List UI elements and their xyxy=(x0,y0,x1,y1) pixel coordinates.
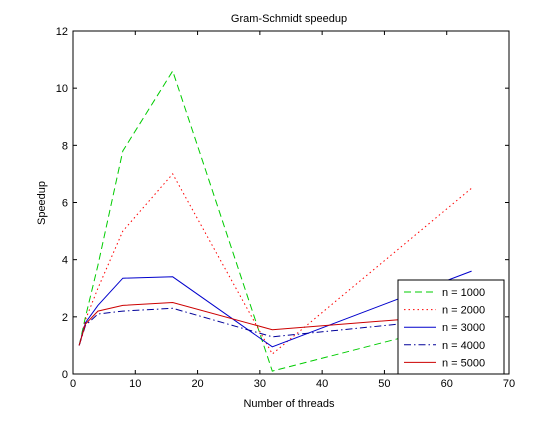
legend-label-1: n = 1000 xyxy=(442,287,485,299)
y-tick-label: 10 xyxy=(56,83,68,95)
x-tick-label: 70 xyxy=(503,378,515,390)
x-tick-label: 10 xyxy=(129,378,141,390)
legend-label-3: n = 3000 xyxy=(442,322,485,334)
y-tick-label: 0 xyxy=(62,369,68,381)
x-tick-label: 40 xyxy=(316,378,328,390)
series-line-3 xyxy=(78,270,472,348)
x-axis-label: Number of threads xyxy=(243,398,335,410)
legend-label-5: n = 5000 xyxy=(442,357,485,369)
x-tick-label: 50 xyxy=(378,378,390,390)
x-tick-label: 0 xyxy=(70,378,76,390)
series-line-2 xyxy=(78,173,472,355)
chart-title: Gram-Schmidt speedup xyxy=(231,13,347,25)
series-line-5 xyxy=(78,301,472,346)
legend-label-2: n = 2000 xyxy=(442,305,485,317)
x-tick-label: 60 xyxy=(441,378,453,390)
x-tick-label: 30 xyxy=(254,378,266,390)
y-axis-label: Speedup xyxy=(36,181,48,225)
series-line-1 xyxy=(78,69,472,372)
legend: n = 1000 n = 2000 n = 3000 n = 4000 n = 5000 xyxy=(397,279,505,375)
legend-label-4: n = 4000 xyxy=(442,340,485,352)
y-tick-label: 8 xyxy=(62,140,68,152)
y-tick-label: 6 xyxy=(62,198,68,210)
y-tick-label: 4 xyxy=(62,255,68,267)
y-tick-label: 12 xyxy=(56,26,68,38)
x-tick-label: 20 xyxy=(191,378,203,390)
y-tick-label: 2 xyxy=(62,312,68,324)
